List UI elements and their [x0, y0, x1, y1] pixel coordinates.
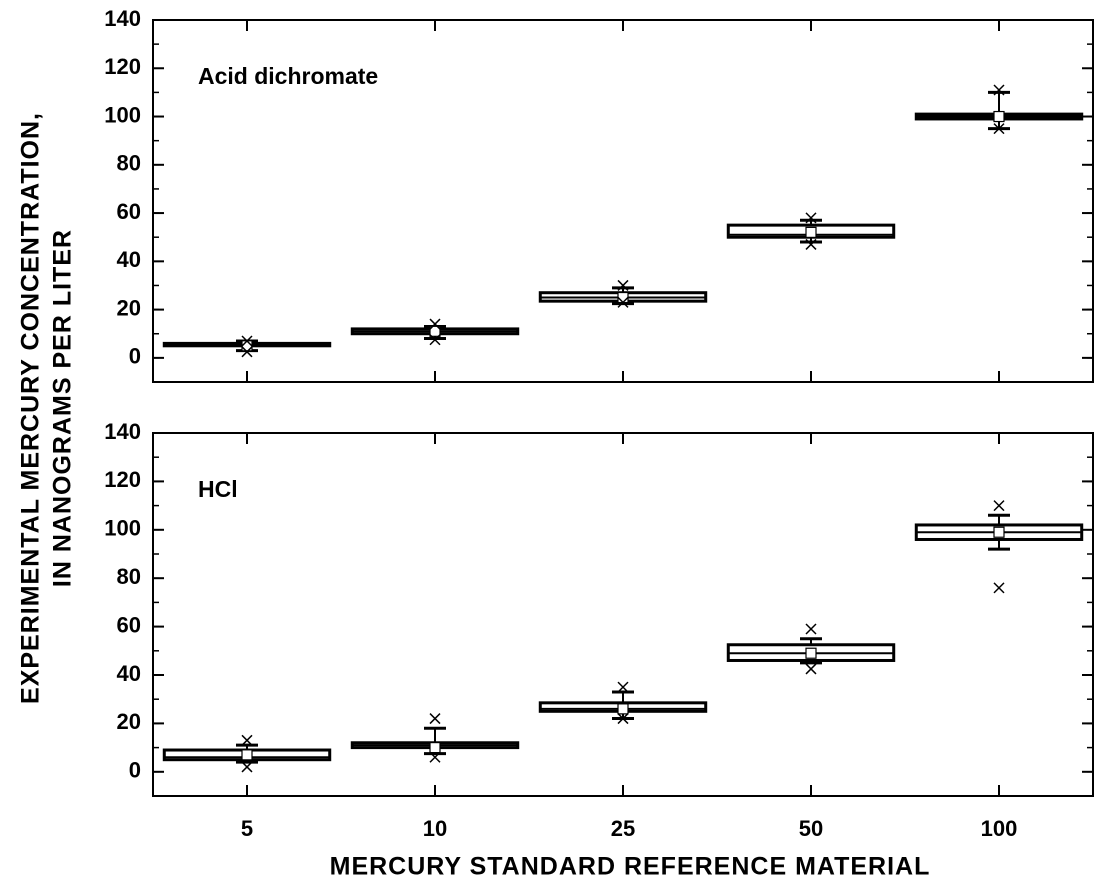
mean [429, 741, 441, 754]
outlier [805, 623, 817, 635]
plot-frame [152, 432, 1094, 797]
outlier [241, 761, 253, 773]
y-axis-label: EXPERIMENTAL MERCURY CONCENTRATION, IN N… [17, 112, 77, 704]
outlier [993, 84, 1005, 96]
mean [805, 226, 817, 238]
outlier [805, 212, 817, 224]
outlier [429, 318, 441, 330]
x-tick-label: 50 [799, 816, 823, 841]
outlier [993, 500, 1005, 512]
y-tick-label: 40 [117, 661, 141, 686]
outlier [429, 334, 441, 346]
y-tick-label: 140 [104, 419, 141, 444]
x-tick-label: 5 [241, 816, 253, 841]
outlier [241, 346, 253, 358]
mean [241, 749, 253, 761]
x-tick-label: 25 [611, 816, 635, 841]
y-tick-label: 80 [117, 151, 141, 176]
outlier [993, 582, 1005, 594]
y-tick-label: 20 [117, 709, 141, 734]
outlier [805, 663, 817, 675]
y-axis-label-line: EXPERIMENTAL MERCURY CONCENTRATION, [17, 112, 45, 704]
outlier [993, 123, 1005, 135]
y-tick-label: 100 [104, 516, 141, 541]
x-tick-label: 10 [423, 816, 447, 841]
mean [805, 647, 817, 659]
outlier [429, 751, 441, 763]
y-tick-label: 80 [117, 564, 141, 589]
y-tick-label: 120 [104, 54, 141, 79]
mean [993, 526, 1005, 538]
outlier [241, 335, 253, 347]
y-tick-label: 40 [117, 247, 141, 272]
y-tick-label: 0 [129, 758, 141, 783]
outlier [617, 681, 629, 693]
x-tick-label: 100 [981, 816, 1018, 841]
outlier [617, 279, 629, 291]
mean [617, 703, 629, 715]
y-tick-label: 140 [104, 6, 141, 31]
y-tick-label: 20 [117, 295, 141, 320]
outlier [617, 296, 629, 308]
y-tick-label: 60 [117, 199, 141, 224]
y-tick-label: 120 [104, 467, 141, 492]
outlier [617, 713, 629, 725]
y-tick-label: 100 [104, 102, 141, 127]
outlier [241, 734, 253, 746]
x-axis-label: MERCURY STANDARD REFERENCE MATERIAL [330, 853, 931, 881]
mean [429, 325, 441, 337]
panel-annotation: HCl [198, 476, 238, 502]
mean [993, 110, 1005, 123]
y-axis-label-line: IN NANOGRAMS PER LITER [49, 229, 77, 587]
outlier [805, 238, 817, 250]
mean [617, 291, 629, 304]
outlier [429, 713, 441, 725]
y-tick-label: 0 [129, 344, 141, 369]
y-tick-label: 60 [117, 612, 141, 637]
panel-annotation: Acid dichromate [198, 63, 378, 89]
